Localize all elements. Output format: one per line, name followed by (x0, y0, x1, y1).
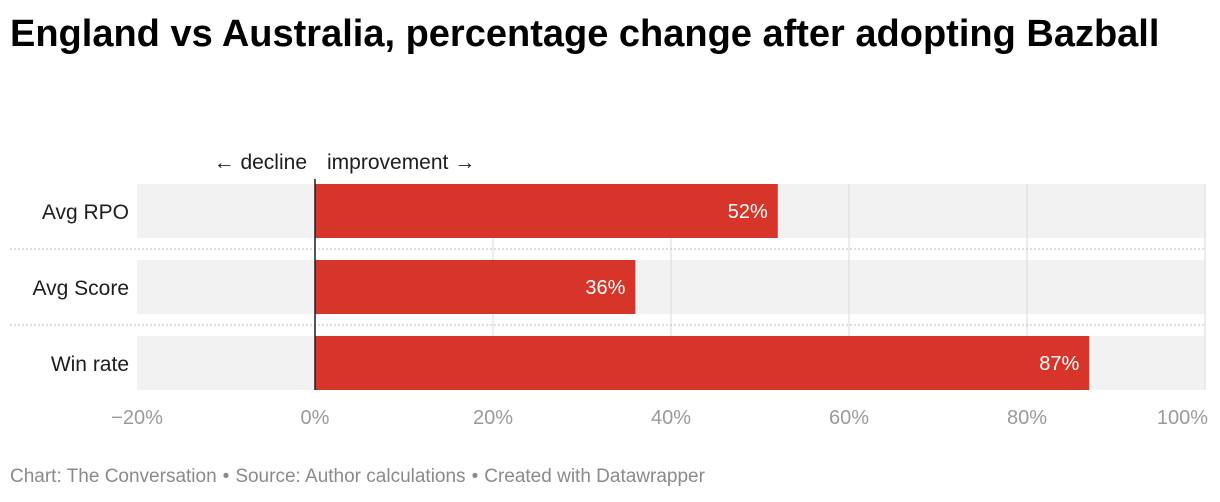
decline-annotation: ← decline (214, 151, 307, 174)
created-with-note: Created with Datawrapper (484, 466, 705, 487)
bar-chart: 52% 36% 87% Avg RPO Avg Score Win rate −20% 0… (10, 151, 1208, 429)
bar-value-label: 52% (728, 201, 768, 223)
footer-separator: • (222, 466, 230, 487)
x-tick-label: 0% (301, 407, 330, 429)
x-tick-label: 100% (1157, 407, 1208, 429)
x-tick-label: 80% (1007, 407, 1047, 429)
row-dividers (10, 248, 1205, 326)
x-tick-label: 60% (829, 407, 869, 429)
footer-separator: • (471, 466, 479, 487)
chart-footer: Chart: The Conversation • Source: Author c… (10, 466, 705, 488)
improvement-annotation: improvement → (327, 151, 475, 174)
bars (315, 184, 1090, 390)
x-axis-tick-labels: −20% 0% 20% 40% 60% 80% 100% (111, 407, 1208, 429)
category-label: Avg Score (33, 277, 130, 300)
bar (315, 336, 1090, 390)
category-label: Avg RPO (42, 201, 129, 224)
x-tick-label: 40% (651, 407, 691, 429)
category-label: Win rate (51, 353, 129, 376)
bar (315, 260, 636, 314)
bar-value-labels: 52% 36% 87% (585, 201, 1079, 375)
chart-title: England vs Australia, percentage change … (10, 13, 1160, 55)
x-tick-label: −20% (111, 407, 163, 429)
x-tick-label: 20% (473, 407, 513, 429)
bar-value-label: 87% (1039, 353, 1079, 375)
bar (315, 184, 778, 238)
bar-value-label: 36% (585, 277, 625, 299)
chart-credit: Chart: The Conversation (10, 466, 217, 487)
source-note: Source: Author calculations (235, 466, 466, 487)
category-labels: Avg RPO Avg Score Win rate (33, 201, 130, 376)
